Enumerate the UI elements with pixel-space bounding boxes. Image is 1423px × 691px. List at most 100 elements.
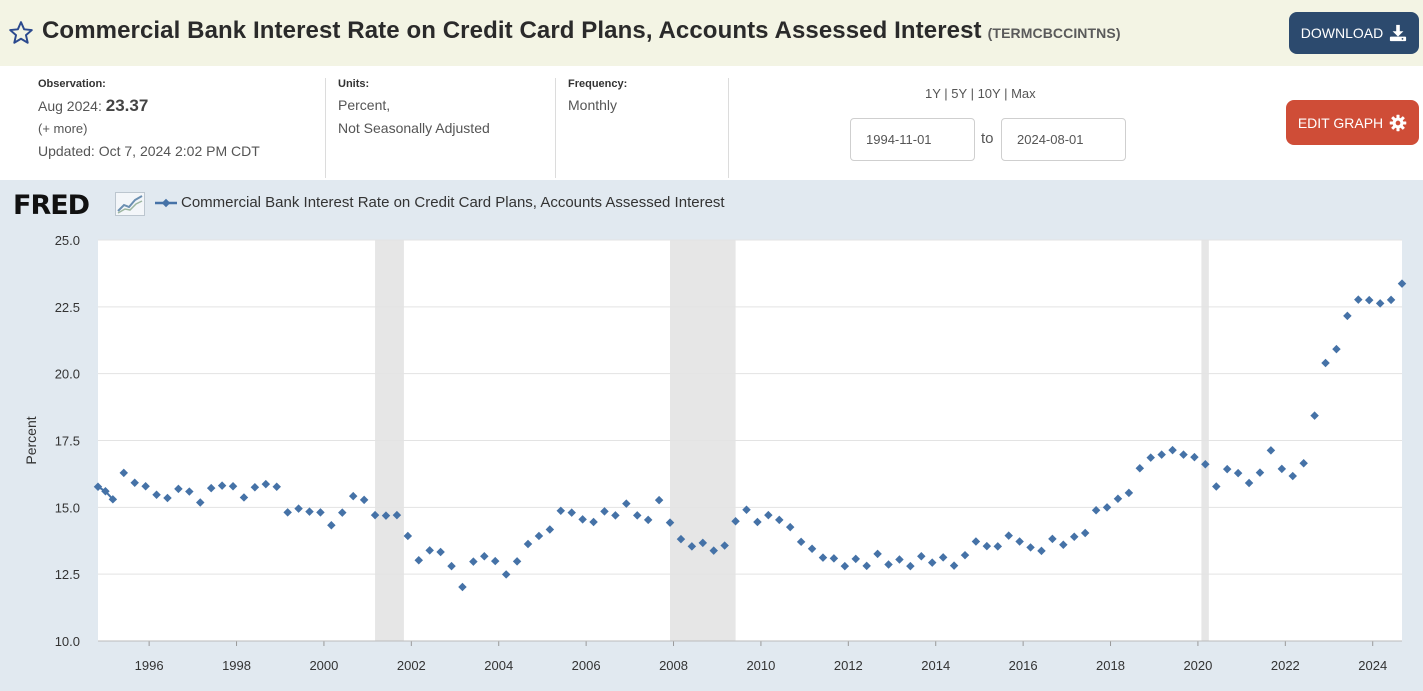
data-point xyxy=(1321,358,1330,368)
data-point xyxy=(1343,311,1352,321)
data-point xyxy=(101,487,110,496)
x-tick-label: 2004 xyxy=(484,658,513,673)
data-point xyxy=(261,479,271,489)
data-point xyxy=(1288,471,1297,481)
y-tick-label: 22.5 xyxy=(55,300,80,315)
data-point xyxy=(589,517,598,527)
range-separator: | xyxy=(966,86,978,101)
range-10y-link[interactable]: 10Y xyxy=(977,86,1001,101)
start-date-input[interactable]: 1994-11-01 xyxy=(850,118,975,161)
data-point xyxy=(622,499,631,508)
data-point xyxy=(785,522,795,532)
data-point xyxy=(1113,494,1123,504)
series-id: (TERMCBCCINTNS) xyxy=(987,25,1121,41)
data-point xyxy=(895,555,904,564)
observation-label: Observation: xyxy=(38,78,106,90)
frequency-block: Frequency: Monthly xyxy=(568,78,627,117)
series-meta: Observation: Aug 2024: 23.37 (+ more) Up… xyxy=(0,66,1423,180)
units-block: Units: Percent, Not Seasonally Adjusted xyxy=(338,78,490,140)
frequency-value: Monthly xyxy=(568,97,618,113)
x-tick-label: 2018 xyxy=(1096,658,1125,673)
data-point xyxy=(1168,445,1177,455)
more-observations-link[interactable]: (+ more) xyxy=(38,121,88,136)
data-point xyxy=(480,552,489,561)
star-icon[interactable] xyxy=(8,20,34,46)
data-point xyxy=(917,552,926,561)
range-max-link[interactable]: Max xyxy=(1011,86,1036,101)
data-point xyxy=(469,557,478,566)
data-point xyxy=(174,484,183,494)
data-point xyxy=(1102,503,1112,512)
data-point xyxy=(239,493,249,502)
end-date-input[interactable]: 2024-08-01 xyxy=(1001,118,1126,161)
x-tick-label: 2014 xyxy=(921,658,950,673)
data-point xyxy=(1190,452,1199,462)
title-bar: Commercial Bank Interest Rate on Credit … xyxy=(0,0,1423,66)
data-point xyxy=(436,547,445,557)
data-point xyxy=(545,525,555,534)
y-tick-label: 17.5 xyxy=(55,434,80,449)
data-point xyxy=(93,482,103,491)
download-button[interactable]: DOWNLOAD xyxy=(1289,12,1419,54)
data-point xyxy=(327,521,336,530)
data-point xyxy=(152,490,161,500)
x-tick-label: 2024 xyxy=(1358,658,1387,673)
data-point xyxy=(359,495,369,505)
range-separator: | xyxy=(1000,86,1012,101)
fred-chart-logo-icon xyxy=(115,192,145,216)
data-point xyxy=(1179,450,1188,459)
data-point xyxy=(425,546,434,555)
data-point xyxy=(709,546,718,555)
x-tick-label: 2000 xyxy=(309,658,338,673)
data-point xyxy=(130,478,139,487)
range-1y-link[interactable]: 1Y xyxy=(925,86,941,101)
x-tick-label: 2020 xyxy=(1183,658,1212,673)
data-point xyxy=(829,554,839,563)
data-point xyxy=(1080,528,1090,538)
data-point xyxy=(851,554,860,564)
data-point xyxy=(206,483,216,493)
y-tick-label: 12.5 xyxy=(55,567,80,582)
observation-date: Aug 2024: xyxy=(38,98,102,114)
data-point xyxy=(458,582,467,592)
y-tick-label: 10.0 xyxy=(55,634,80,649)
data-point xyxy=(1255,468,1265,477)
data-point xyxy=(316,508,325,517)
data-point xyxy=(338,508,347,517)
x-tick-label: 2012 xyxy=(834,658,863,673)
data-point xyxy=(392,510,402,520)
legend-series-label: Commercial Bank Interest Rate on Credit … xyxy=(181,194,725,211)
y-tick-label: 15.0 xyxy=(55,500,80,515)
meta-divider xyxy=(325,78,326,178)
range-separator: | xyxy=(940,86,952,101)
fred-logo: FRED xyxy=(13,190,90,221)
series-title-text: Commercial Bank Interest Rate on Credit … xyxy=(42,17,982,44)
data-point xyxy=(370,510,380,520)
units-line1: Percent, xyxy=(338,97,391,113)
data-point xyxy=(1222,464,1232,474)
data-point xyxy=(1201,460,1210,469)
data-point xyxy=(1212,482,1221,491)
edit-graph-label: EDIT GRAPH xyxy=(1297,114,1384,131)
data-point xyxy=(665,518,675,527)
frequency-label: Frequency: xyxy=(568,78,628,90)
data-point xyxy=(501,570,511,579)
data-point xyxy=(938,553,948,562)
data-point xyxy=(228,481,238,491)
data-point xyxy=(250,483,260,492)
data-point xyxy=(1037,546,1046,556)
data-point xyxy=(163,493,172,503)
data-point xyxy=(403,531,413,541)
data-point xyxy=(753,517,762,527)
data-point xyxy=(654,495,664,505)
data-point xyxy=(1266,446,1276,455)
data-point xyxy=(742,505,751,514)
units-line2: Not Seasonally Adjusted xyxy=(338,120,490,136)
data-point xyxy=(1299,458,1308,468)
x-tick-label: 2006 xyxy=(572,658,601,673)
range-5y-link[interactable]: 5Y xyxy=(951,86,967,101)
data-point xyxy=(294,504,303,513)
data-point xyxy=(1233,468,1243,478)
edit-graph-button[interactable]: EDIT GRAPH xyxy=(1286,100,1419,145)
page-title: Commercial Bank Interest Rate on Credit … xyxy=(42,17,1121,45)
